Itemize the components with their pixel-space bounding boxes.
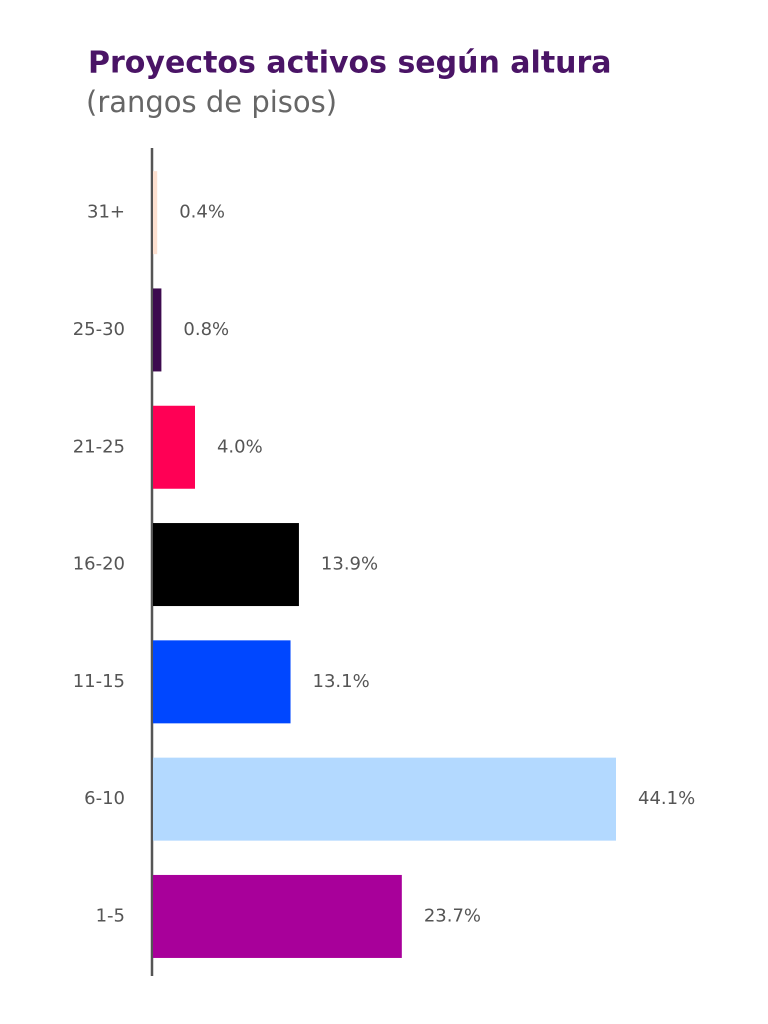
value-label: 13.9%: [321, 554, 378, 575]
bar: [153, 405, 195, 489]
bar: [153, 640, 291, 724]
value-label: 0.4%: [179, 202, 225, 223]
y-tick-label: 6-10: [84, 788, 125, 809]
bar: [153, 523, 299, 607]
chart-title: Proyectos activos según altura: [88, 46, 612, 81]
y-tick-label: 31+: [87, 202, 125, 223]
y-tick-label: 21-25: [73, 436, 125, 457]
y-tick-label: 11-15: [73, 671, 125, 692]
bar: [153, 171, 158, 255]
bar: [153, 874, 402, 958]
y-tick-label: 25-30: [73, 319, 125, 340]
bar: [153, 757, 616, 841]
chart-subtitle: (rangos de pisos): [86, 85, 337, 119]
value-label: 23.7%: [424, 905, 481, 926]
value-label: 13.1%: [313, 671, 370, 692]
value-label: 44.1%: [638, 788, 695, 809]
value-label: 4.0%: [217, 436, 263, 457]
y-tick-label: 1-5: [96, 905, 125, 926]
y-tick-label: 16-20: [73, 554, 125, 575]
value-label: 0.8%: [183, 319, 229, 340]
bar: [153, 288, 162, 372]
